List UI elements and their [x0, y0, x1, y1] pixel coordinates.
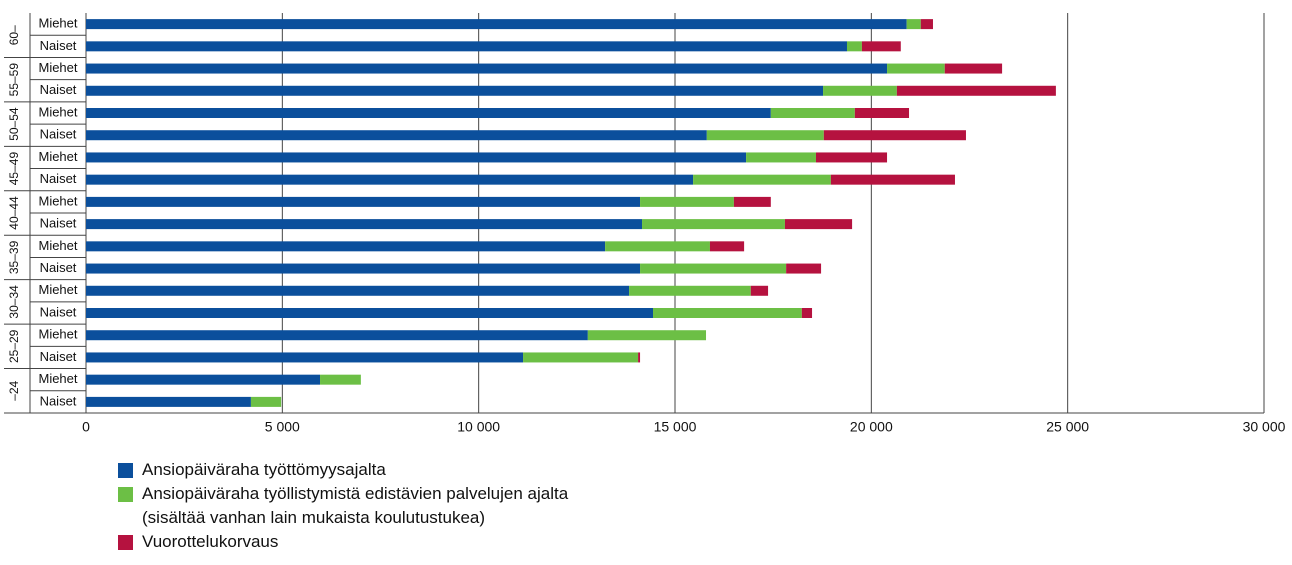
bar-segment: [86, 263, 641, 274]
bar-segment: [86, 152, 747, 163]
category-label: Miehet: [38, 104, 77, 119]
bar-segment: [638, 352, 641, 363]
bar-segment: [786, 263, 822, 274]
category-label: Naiset: [40, 260, 77, 275]
legend: Ansiopäiväraha työttömyysajalta Ansiopäiv…: [118, 458, 588, 554]
category-label: Naiset: [40, 393, 77, 408]
legend-item: Ansiopäiväraha työllistymistä edistävien…: [118, 482, 588, 530]
legend-label: Ansiopäiväraha työttömyysajalta: [142, 460, 386, 479]
bar-segment: [86, 196, 641, 207]
bar-segment: [86, 396, 251, 407]
category-label: Miehet: [38, 327, 77, 342]
category-label: Naiset: [40, 127, 77, 142]
x-tick-label: 25 000: [1046, 419, 1089, 435]
bar-segment: [906, 19, 921, 30]
bar-segment: [86, 330, 588, 341]
legend-item: Ansiopäiväraha työttömyysajalta: [118, 458, 588, 482]
bar-segment: [920, 19, 933, 30]
bar-segment: [887, 63, 945, 74]
bar-segment: [861, 41, 901, 52]
bar-segment: [86, 174, 694, 185]
bar-segment: [629, 285, 751, 296]
bar-segment: [706, 130, 824, 141]
category-label: Miehet: [38, 238, 77, 253]
bar-segment: [823, 85, 897, 96]
bar-segment: [642, 219, 785, 230]
bar-segment: [709, 241, 745, 252]
group-label: 55–59: [7, 63, 21, 97]
category-label: Miehet: [38, 371, 77, 386]
x-tick-label: 15 000: [654, 419, 697, 435]
bar-segment: [733, 196, 771, 207]
x-tick-label: 5 000: [265, 419, 300, 435]
bar-segment: [587, 330, 707, 341]
legend-swatch: [118, 463, 133, 478]
bar-segment: [846, 41, 862, 52]
bar-segment: [640, 196, 734, 207]
legend-swatch: [118, 535, 133, 550]
group-label: 40–44: [7, 196, 21, 230]
category-label: Miehet: [38, 282, 77, 297]
bar-segment: [823, 130, 966, 141]
x-tick-label: 10 000: [457, 419, 500, 435]
bar-segment: [86, 352, 524, 363]
x-tick-label: 20 000: [850, 419, 893, 435]
legend-label: Ansiopäiväraha työllistymistä edistävien…: [142, 484, 569, 527]
bar-segment: [86, 219, 643, 230]
bar-segment: [854, 108, 910, 118]
category-label: Miehet: [38, 149, 77, 164]
bar-segment: [86, 108, 771, 118]
bar-segment: [86, 374, 321, 385]
group-label: 30–34: [7, 285, 21, 319]
group-label: 50–54: [7, 107, 21, 141]
bar-segment: [830, 174, 955, 185]
group-label: –24: [7, 380, 21, 400]
category-label: Miehet: [38, 193, 77, 208]
legend-swatch: [118, 487, 133, 502]
bar-segment: [693, 174, 831, 185]
category-label: Naiset: [40, 171, 77, 186]
bar-segment: [250, 396, 282, 407]
category-label: Miehet: [38, 60, 77, 75]
chart: 0 5 000 10 000 15 000 20 000 25 000 30 000 60– 5…: [4, 13, 1286, 435]
bar-segment: [86, 241, 606, 252]
group-label: 25–29: [7, 329, 21, 363]
bar-segment: [640, 263, 787, 274]
category-label: Naiset: [40, 38, 77, 53]
x-tick-label: 30 000: [1243, 419, 1286, 435]
category-label: Naiset: [40, 304, 77, 319]
bar-segment: [86, 63, 888, 74]
x-tick-label: 0: [82, 419, 90, 435]
bar-segment: [784, 219, 853, 230]
bar-segment: [746, 152, 816, 163]
bar-segment: [320, 374, 361, 385]
bar-segment: [86, 308, 654, 318]
legend-item: Vuorottelukorvaus: [118, 530, 588, 554]
bar-segment: [770, 108, 855, 118]
bar-segment: [86, 130, 707, 141]
legend-label: Vuorottelukorvaus: [142, 532, 279, 551]
bar-segment: [86, 19, 907, 30]
bar-segment: [801, 308, 813, 318]
bar-segment: [896, 85, 1056, 96]
bar-segment: [86, 85, 824, 96]
bar-segment: [86, 41, 847, 52]
category-label: Miehet: [38, 16, 77, 31]
category-label: Naiset: [40, 216, 77, 231]
category-label: Naiset: [40, 349, 77, 364]
group-label: 60–: [7, 25, 21, 45]
bar-segment: [750, 285, 769, 296]
bar-segment: [944, 63, 1003, 74]
bar-segment: [605, 241, 710, 252]
group-label: 35–39: [7, 240, 21, 274]
bar-segment: [523, 352, 639, 363]
bar-segment: [653, 308, 802, 318]
bar-segment: [86, 285, 630, 296]
bar-segment: [815, 152, 888, 163]
category-label: Naiset: [40, 82, 77, 97]
group-label: 45–49: [7, 152, 21, 186]
